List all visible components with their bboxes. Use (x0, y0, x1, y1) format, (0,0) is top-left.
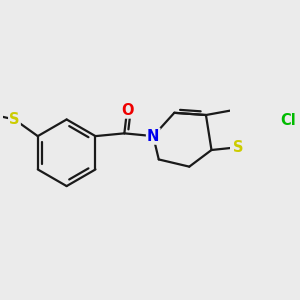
Text: O: O (121, 103, 134, 118)
Text: Cl: Cl (280, 113, 296, 128)
Text: S: S (9, 112, 20, 127)
Text: N: N (147, 129, 159, 144)
Text: S: S (233, 140, 243, 155)
